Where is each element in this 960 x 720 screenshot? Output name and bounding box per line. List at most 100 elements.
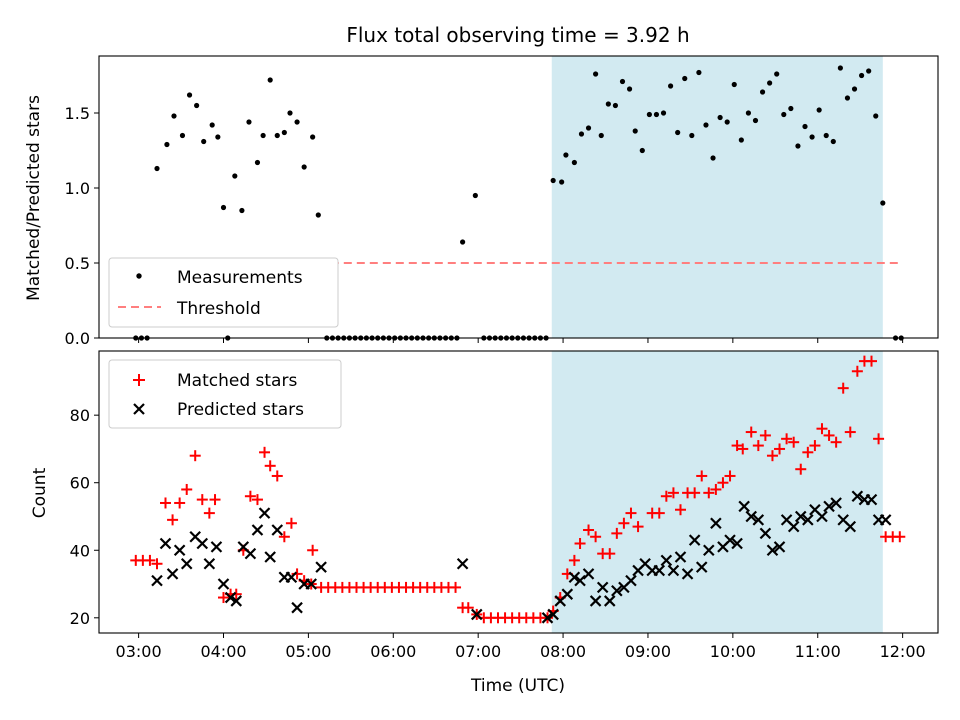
matched-stars-point [809,440,821,452]
matched-stars-point [632,521,644,533]
predicted-stars-point [574,574,586,587]
matched-stars-point [574,538,586,550]
bottom-legend: Matched stars Predicted stars [108,359,342,429]
predicted-stars-point [251,524,264,536]
measurements-point [823,132,829,139]
legend-label-threshold: Threshold [176,299,261,319]
predicted-stars-point [210,541,223,553]
y-tick-label: 0.0 [65,329,90,348]
predicted-stars-point [759,527,772,540]
measurements-point [274,132,280,139]
measurements-point [809,134,815,140]
matched-stars-point [167,514,179,526]
measurements-point [239,207,245,214]
predicted-stars-point [844,520,857,533]
matched-stars-point [251,494,263,506]
predicted-stars-point [816,510,828,523]
measurements-point [201,138,207,145]
measurements-point [844,95,851,101]
top-y-axis-label: Matched/Predicted stars [24,95,44,301]
predicted-stars-point [151,574,163,587]
measurements-point [696,69,702,76]
measurements-point [837,65,843,71]
predicted-stars-point [196,537,209,550]
predicted-stars-point [738,500,750,513]
measurements-point [220,204,227,211]
matched-stars-point [788,436,800,448]
matched-stars-point [174,497,186,509]
predicted-stars-point [541,612,554,624]
predicted-stars-point [611,585,623,597]
matched-stars-point [837,382,849,394]
predicted-stars-point [224,591,237,604]
measurements-point [179,132,186,139]
predicted-stars-point [291,601,303,614]
matched-stars-point [717,477,729,489]
measurements-point [745,110,752,116]
predicted-stars-point [794,510,807,523]
matched-stars-point [604,548,616,560]
measurements-point [232,173,238,179]
y-tick-label: 20 [70,609,90,628]
measurements-point [571,159,577,166]
matched-stars-point [759,429,771,441]
top-panel: 0.0 0.5 1.0 1.5 Matched/Predicted stars Mea… [24,55,939,348]
matched-stars-point [766,450,778,462]
predicted-stars-point [203,557,216,570]
predicted-stars-point [582,568,595,580]
predicted-stars-point [745,510,758,523]
predicted-stars-point [456,557,469,570]
predicted-stars-point [660,554,673,567]
top-highlight-span [551,56,883,338]
predicted-stars-point [667,564,680,577]
matched-stars-point [866,355,878,367]
predicted-stars-point [285,571,298,584]
y-tick-label: 40 [70,541,90,560]
predicted-stars-point [766,544,779,557]
measurements-point [254,159,261,166]
measurements-point [301,164,307,170]
matched-stars-point [583,524,595,536]
matched-stars-point [816,423,828,435]
predicted-stars-point [244,547,257,560]
predicted-stars-point [731,537,743,550]
matched-stars-point [618,517,630,529]
matched-stars-point [774,443,786,455]
measurements-point [612,102,619,109]
matched-stars-point [209,494,221,506]
measurements-point [667,83,674,89]
matched-stars-point [696,470,708,482]
predicted-stars-point [230,595,243,607]
predicted-stars-point [851,490,864,502]
predicted-stars-point [159,537,172,550]
legend-marker-predicted [133,403,145,415]
matched-stars-point [781,433,793,445]
x-tick-label: 05:00 [285,642,331,661]
measurements-point [816,107,822,113]
measurements-point [598,132,604,139]
matched-stars-point [285,517,297,529]
measurements-point [287,110,293,116]
bottom-plot-frame [98,350,939,634]
y-tick-label: 1.0 [65,179,90,198]
measurements-point [710,155,716,161]
measurements-point [717,114,723,121]
predicted-stars-point [681,568,694,580]
matched-stars-point [450,581,462,593]
predicted-stars-point [674,551,687,563]
measurements-point [752,117,759,124]
measurements-point [731,81,737,88]
predicted-stars-point [724,534,736,546]
predicted-stars-point [568,571,581,584]
matched-stars-point [703,487,715,499]
matched-stars-point [278,531,290,543]
x-tick-label: 03:00 [116,642,162,661]
x-tick-label: 06:00 [370,642,416,661]
legend-marker-matched [133,374,145,386]
measurements-point [675,129,681,136]
matched-stars-point [259,446,271,458]
predicted-stars-point [787,520,800,533]
predicted-stars-point [470,608,483,621]
x-tick-label: 11:00 [795,642,841,661]
